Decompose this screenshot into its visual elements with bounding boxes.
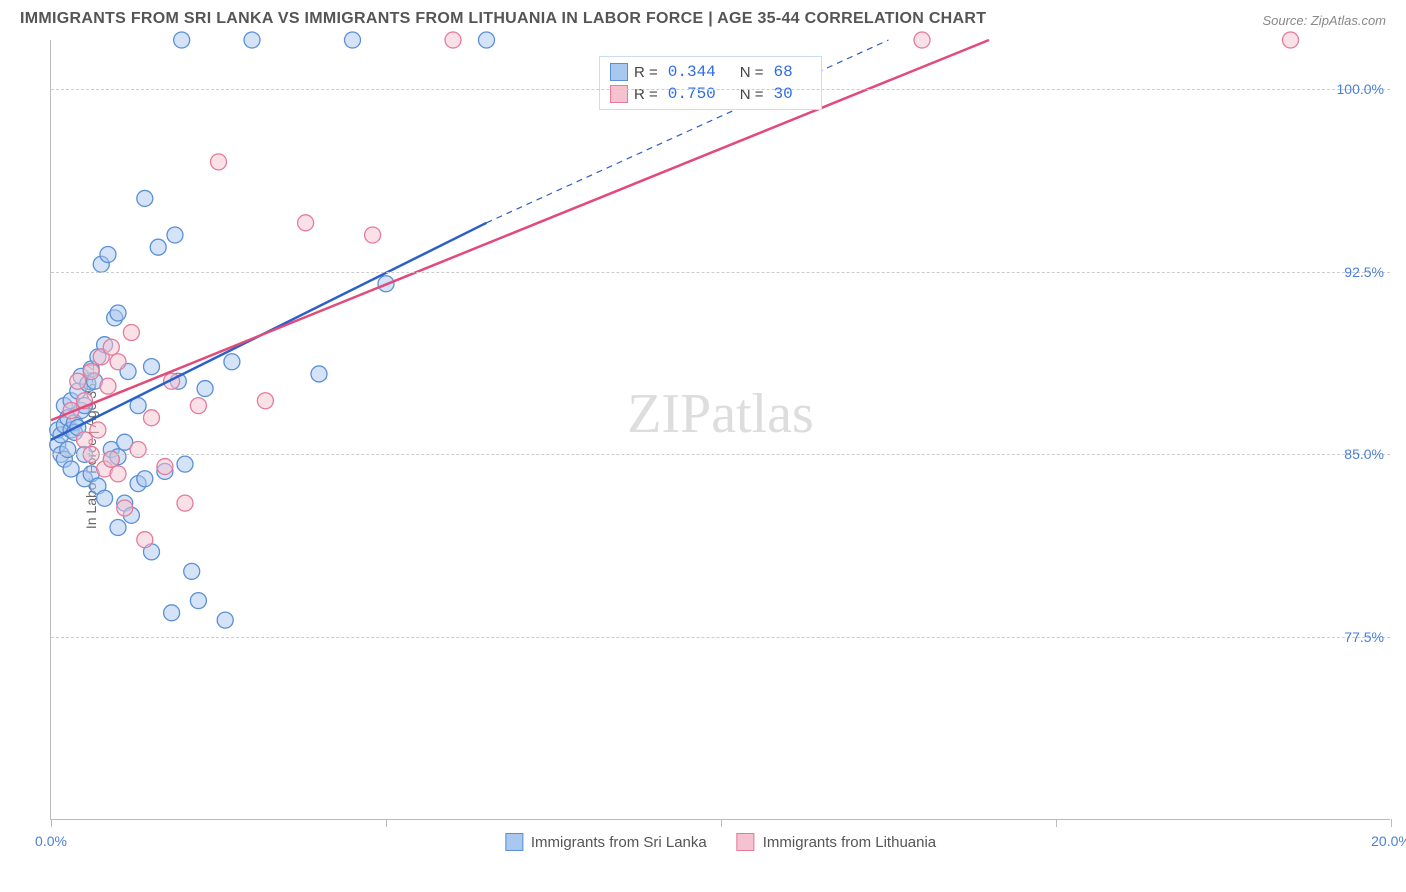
x-tick: [386, 819, 387, 827]
source-attribution: Source: ZipAtlas.com: [1262, 13, 1386, 28]
legend-item-sri-lanka: Immigrants from Sri Lanka: [505, 833, 707, 851]
x-tick: [1056, 819, 1057, 827]
chart-svg: [51, 40, 1390, 819]
legend-label-lithuania: Immigrants from Lithuania: [763, 834, 936, 851]
legend-label-sri-lanka: Immigrants from Sri Lanka: [531, 834, 707, 851]
swatch-lithuania: [737, 833, 755, 851]
x-tick: [721, 819, 722, 827]
plot-area: ZIPatlas R = 0.344 N = 68 R = 0.750 N = …: [50, 40, 1390, 820]
n-label: N =: [740, 64, 764, 81]
x-tick: [51, 819, 52, 827]
x-tick-label: 20.0%: [1371, 833, 1406, 849]
n-value-lithuania: 30: [774, 85, 793, 103]
gridline: [51, 89, 1390, 90]
chart-title: IMMIGRANTS FROM SRI LANKA VS IMMIGRANTS …: [20, 10, 986, 28]
correlation-legend: R = 0.344 N = 68 R = 0.750 N = 30: [599, 56, 822, 110]
gridline: [51, 454, 1390, 455]
x-tick-label: 0.0%: [35, 833, 67, 849]
x-tick: [1391, 819, 1392, 827]
y-tick-label: 100.0%: [1337, 81, 1384, 97]
r-label: R =: [634, 64, 658, 81]
r-value-sri-lanka: 0.344: [668, 63, 716, 81]
n-value-sri-lanka: 68: [774, 63, 793, 81]
series-legend: Immigrants from Sri Lanka Immigrants fro…: [505, 833, 936, 851]
legend-item-lithuania: Immigrants from Lithuania: [737, 833, 936, 851]
swatch-sri-lanka: [505, 833, 523, 851]
y-tick-label: 77.5%: [1344, 629, 1384, 645]
swatch-lithuania: [610, 85, 628, 103]
r-value-lithuania: 0.750: [668, 85, 716, 103]
y-tick-label: 92.5%: [1344, 264, 1384, 280]
gridline: [51, 637, 1390, 638]
swatch-sri-lanka: [610, 63, 628, 81]
y-tick-label: 85.0%: [1344, 446, 1384, 462]
legend-row-sri-lanka: R = 0.344 N = 68: [610, 61, 811, 83]
legend-row-lithuania: R = 0.750 N = 30: [610, 83, 811, 105]
gridline: [51, 272, 1390, 273]
